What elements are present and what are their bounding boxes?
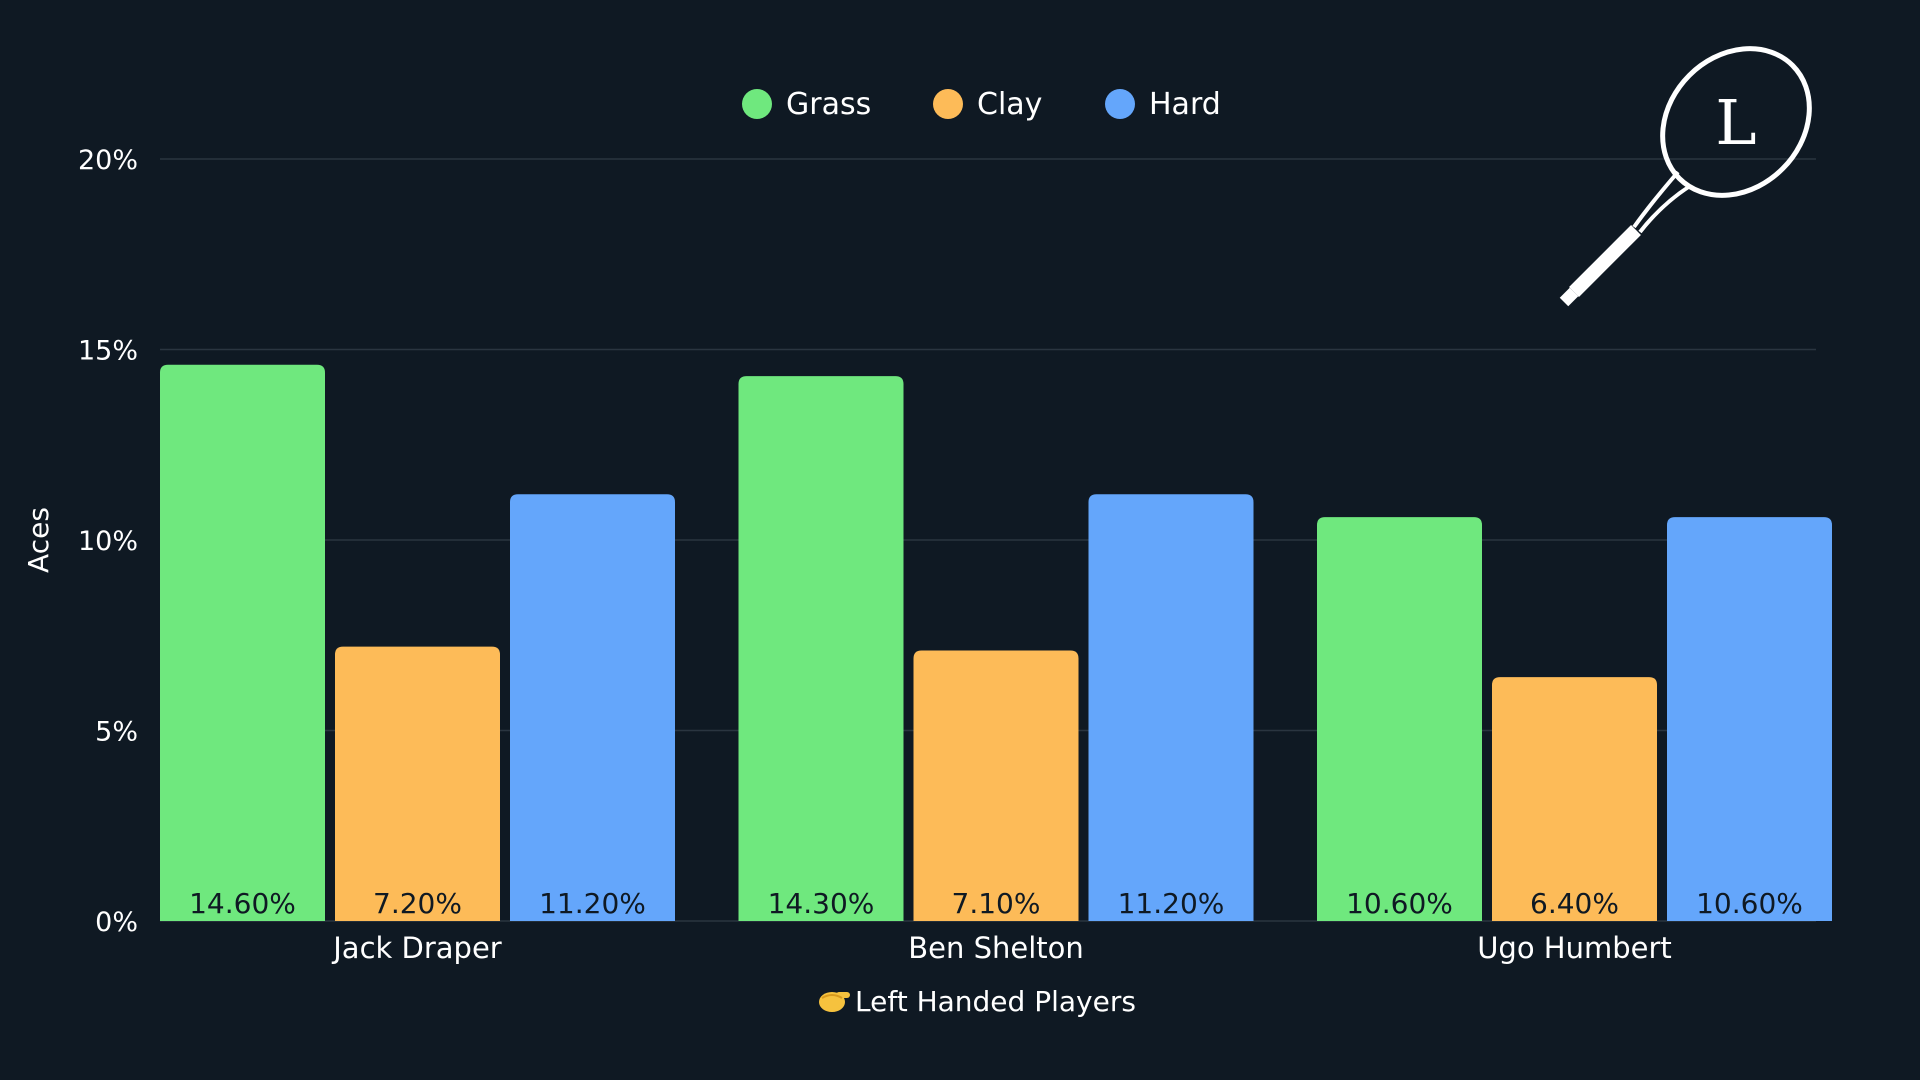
y-axis-title: Aces: [22, 507, 55, 573]
category-label: Ugo Humbert: [1477, 931, 1672, 965]
y-axis-ticks: 0% 5% 10% 15% 20%: [78, 145, 138, 938]
y-tick-label: 15%: [78, 336, 138, 367]
y-tick-label: 5%: [95, 717, 138, 748]
legend-label-grass: Grass: [786, 87, 871, 122]
legend-swatch-clay: [933, 89, 963, 119]
bar-label-clay-0: 7.20%: [373, 887, 462, 920]
bar-grass-0: [160, 364, 325, 921]
bar-grass-2: [1317, 517, 1482, 921]
legend-swatch-hard: [1105, 89, 1135, 119]
y-tick-label: 0%: [95, 907, 138, 938]
bar-clay-1: [913, 650, 1079, 921]
x-axis-categories: Jack Draper Ben Shelton Ugo Humbert: [331, 931, 1672, 965]
legend: Grass Clay Hard: [742, 87, 1221, 122]
bar-grass-1: [738, 376, 904, 921]
tennis-racket-icon: L: [1559, 46, 1812, 307]
x-axis-title-text: Left Handed Players: [855, 985, 1136, 1018]
x-axis-title: Left Handed Players: [819, 985, 1136, 1018]
bar-label-grass-2: 10.60%: [1346, 887, 1453, 920]
bar-value-labels: 14.60% 7.20% 11.20% 14.30% 7.10% 11.20% 10.60%…: [189, 887, 1803, 920]
bar-clay-0: [335, 646, 500, 921]
hand-pointing-icon: [819, 992, 850, 1012]
bar-label-clay-1: 7.10%: [952, 887, 1041, 920]
legend-item-clay: Clay: [933, 87, 1042, 122]
bar-label-hard-2: 10.60%: [1696, 887, 1803, 920]
bar-hard-0: [510, 494, 675, 921]
bar-label-grass-0: 14.60%: [189, 887, 296, 920]
logo-letter: L: [1715, 86, 1756, 159]
legend-item-grass: Grass: [742, 87, 871, 122]
legend-label-clay: Clay: [977, 87, 1042, 122]
y-tick-label: 10%: [78, 526, 138, 557]
bar-label-hard-0: 11.20%: [539, 887, 646, 920]
bars: [160, 364, 1832, 921]
legend-swatch-grass: [742, 89, 772, 119]
category-label: Jack Draper: [331, 931, 502, 965]
bar-label-grass-1: 14.30%: [768, 887, 875, 920]
bar-label-hard-1: 11.20%: [1118, 887, 1225, 920]
bar-clay-2: [1492, 677, 1657, 921]
category-label: Ben Shelton: [908, 931, 1084, 965]
bar-hard-2: [1667, 517, 1832, 921]
y-tick-label: 20%: [78, 145, 138, 176]
legend-label-hard: Hard: [1149, 87, 1221, 122]
legend-item-hard: Hard: [1105, 87, 1221, 122]
bar-hard-1: [1088, 494, 1254, 921]
bar-label-clay-2: 6.40%: [1530, 887, 1619, 920]
